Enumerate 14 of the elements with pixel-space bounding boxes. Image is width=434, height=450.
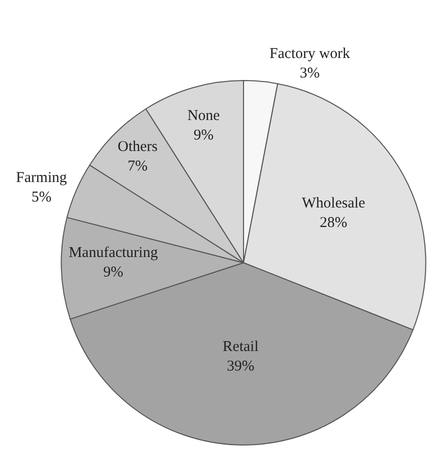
slice-label: Factory work (270, 46, 350, 62)
slice-label: Others (118, 139, 158, 156)
data-label: 5% (31, 189, 52, 206)
slice-label: Manufacturing (68, 245, 158, 261)
data-label: 28% (320, 214, 348, 231)
data-label: 7% (128, 158, 148, 175)
data-label: 3% (300, 65, 320, 82)
data-label: 39% (226, 358, 254, 374)
slice-label: Retail (222, 338, 258, 355)
slice-label: None (187, 108, 220, 124)
slice-label: Farming (16, 170, 68, 186)
data-label: 9% (103, 264, 124, 280)
slice-label: Wholesale (302, 195, 366, 212)
data-label: 9% (194, 128, 214, 144)
